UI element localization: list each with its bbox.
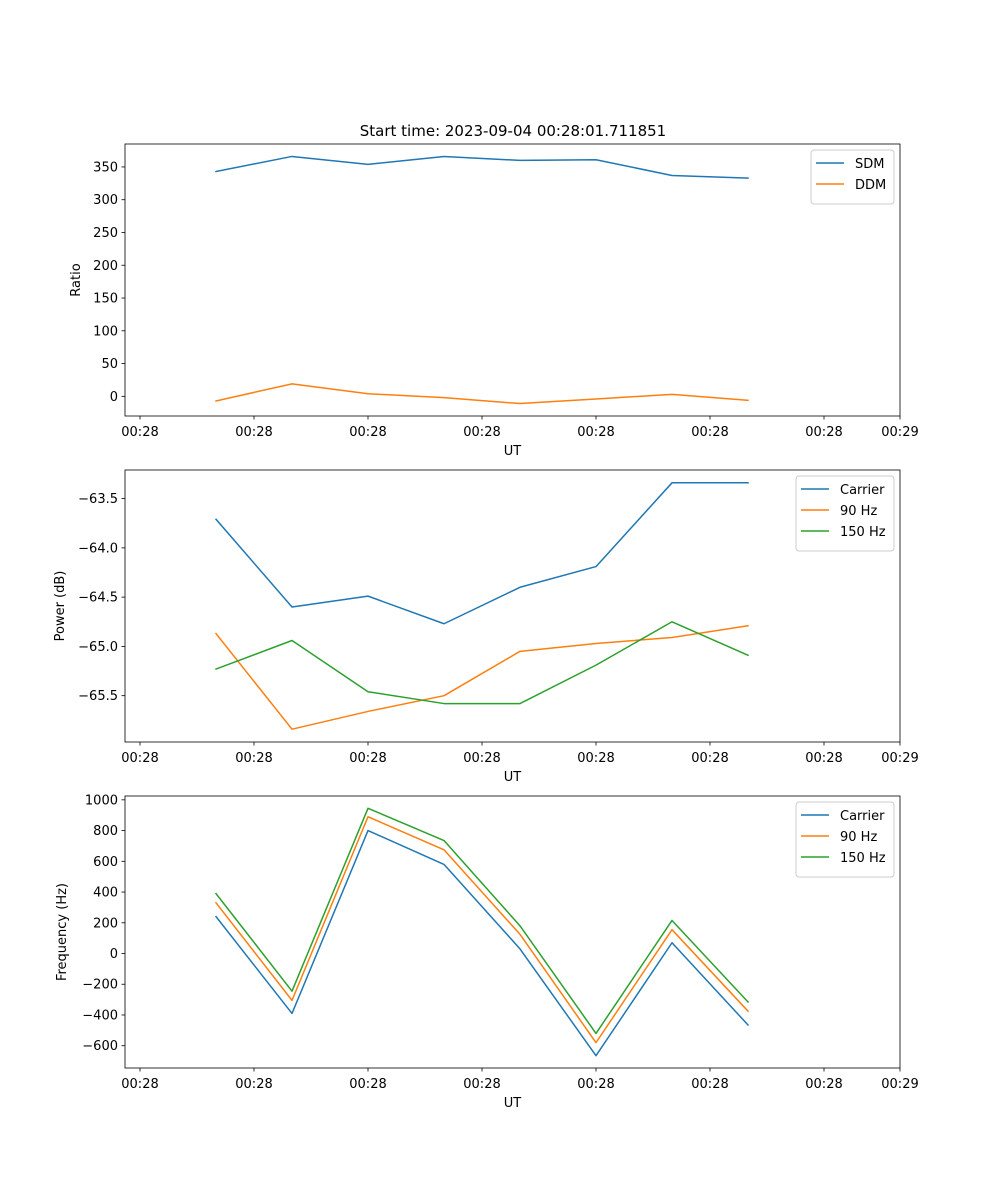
y-tick-label: 300 xyxy=(93,193,118,208)
figure-title: Start time: 2023-09-04 00:28:01.711851 xyxy=(360,122,666,140)
legend: Carrier 90 Hz 150 Hz xyxy=(795,801,895,878)
subplots: 00:28 00:28 00:28 00:28 00:28 00:28 00:28 00:29… xyxy=(53,143,919,1111)
x-tick-label: 00:28 xyxy=(691,425,728,440)
y-tick-label: 150 xyxy=(93,292,118,307)
axes-frame xyxy=(124,143,901,417)
y-axis-label: Frequency (Hz) xyxy=(55,883,70,981)
y-tick-label: 200 xyxy=(93,259,118,274)
legend-label: Carrier xyxy=(840,809,885,824)
x-tick-label: 00:28 xyxy=(805,751,842,766)
x-tick-label: 00:28 xyxy=(463,1077,500,1092)
x-tick-label: 00:29 xyxy=(881,425,918,440)
legend-label: 90 Hz xyxy=(840,830,877,845)
x-tick-label: 00:28 xyxy=(577,1077,614,1092)
series-line-90-hz xyxy=(214,816,750,1044)
y-tick-label: −65.0 xyxy=(78,640,118,655)
y-tick-label: −200 xyxy=(82,978,118,993)
x-tick-label: 00:28 xyxy=(349,751,386,766)
x-tick-label: 00:28 xyxy=(235,751,272,766)
y-tick-label: 350 xyxy=(93,160,118,175)
x-tick-label: 00:29 xyxy=(881,1077,918,1092)
x-tick-label: 00:28 xyxy=(235,1077,272,1092)
x-tick-label: 00:29 xyxy=(881,751,918,766)
series-group xyxy=(214,807,750,1057)
y-tick-label: −64.0 xyxy=(78,541,118,556)
series-line-carrier xyxy=(214,829,750,1057)
subplot-1: 00:28 00:28 00:28 00:28 00:28 00:28 00:28 00:29… xyxy=(69,143,919,459)
legend-label: SDM xyxy=(855,157,884,172)
x-tick-label: 00:28 xyxy=(691,1077,728,1092)
y-tick-label: −65.5 xyxy=(78,689,118,704)
x-tick-label: 00:28 xyxy=(235,425,272,440)
y-tick-label: −600 xyxy=(82,1039,118,1054)
legend-label: 150 Hz xyxy=(840,525,886,540)
x-tick-label: 00:28 xyxy=(463,425,500,440)
y-tick-label: 100 xyxy=(93,324,118,339)
legend-box xyxy=(795,801,895,878)
y-tick-label: 250 xyxy=(93,226,118,241)
x-tick-label: 00:28 xyxy=(577,425,614,440)
series-line-150-hz xyxy=(214,807,750,1035)
legend-label: DDM xyxy=(855,178,886,193)
y-tick-label: −400 xyxy=(82,1008,118,1023)
y-tick-label: 0 xyxy=(110,390,118,405)
axes-frame xyxy=(124,795,901,1069)
x-tick-label: 00:28 xyxy=(349,1077,386,1092)
y-tick-label: 800 xyxy=(93,824,118,839)
legend: Carrier 90 Hz 150 Hz xyxy=(795,475,895,552)
x-tick-label: 00:28 xyxy=(121,751,158,766)
x-axis-label: UT xyxy=(504,444,522,459)
series-line-ddm xyxy=(215,383,749,405)
x-tick-label: 00:28 xyxy=(121,1077,158,1092)
legend-label: 150 Hz xyxy=(840,851,886,866)
y-tick-label: 400 xyxy=(93,886,118,901)
y-tick-label: −63.5 xyxy=(78,492,118,507)
x-tick-label: 00:28 xyxy=(121,425,158,440)
x-axis-label: UT xyxy=(504,1096,522,1111)
y-tick-label: 50 xyxy=(101,357,118,372)
series-line-150-hz xyxy=(215,621,749,705)
y-tick-label: 600 xyxy=(93,855,118,870)
series-line-90-hz xyxy=(214,624,749,730)
x-tick-label: 00:28 xyxy=(463,751,500,766)
x-tick-label: 00:28 xyxy=(805,425,842,440)
legend: SDM DDM xyxy=(810,149,895,205)
y-tick-label: −64.5 xyxy=(78,591,118,606)
y-tick-label: 1000 xyxy=(85,793,118,808)
x-axis-label: UT xyxy=(504,770,522,785)
x-tick-label: 00:28 xyxy=(349,425,386,440)
y-axis-label: Power (dB) xyxy=(53,571,68,642)
series-group xyxy=(214,482,749,730)
y-tick-label: 200 xyxy=(93,916,118,931)
axes-frame xyxy=(124,469,901,743)
series-line-sdm xyxy=(215,155,749,179)
subplot-3: 00:28 00:28 00:28 00:28 00:28 00:28 00:28 00:29… xyxy=(55,793,919,1111)
subplot-2: 00:28 00:28 00:28 00:28 00:28 00:28 00:28 00:29… xyxy=(53,469,919,785)
series-group xyxy=(215,155,749,405)
legend-label: Carrier xyxy=(840,483,885,498)
x-tick-label: 00:28 xyxy=(805,1077,842,1092)
legend-label: 90 Hz xyxy=(840,504,877,519)
y-tick-label: 0 xyxy=(110,947,118,962)
series-line-carrier xyxy=(214,482,749,625)
x-tick-label: 00:28 xyxy=(691,751,728,766)
x-tick-label: 00:28 xyxy=(577,751,614,766)
legend-box xyxy=(795,475,895,552)
y-axis-label: Ratio xyxy=(69,263,84,296)
